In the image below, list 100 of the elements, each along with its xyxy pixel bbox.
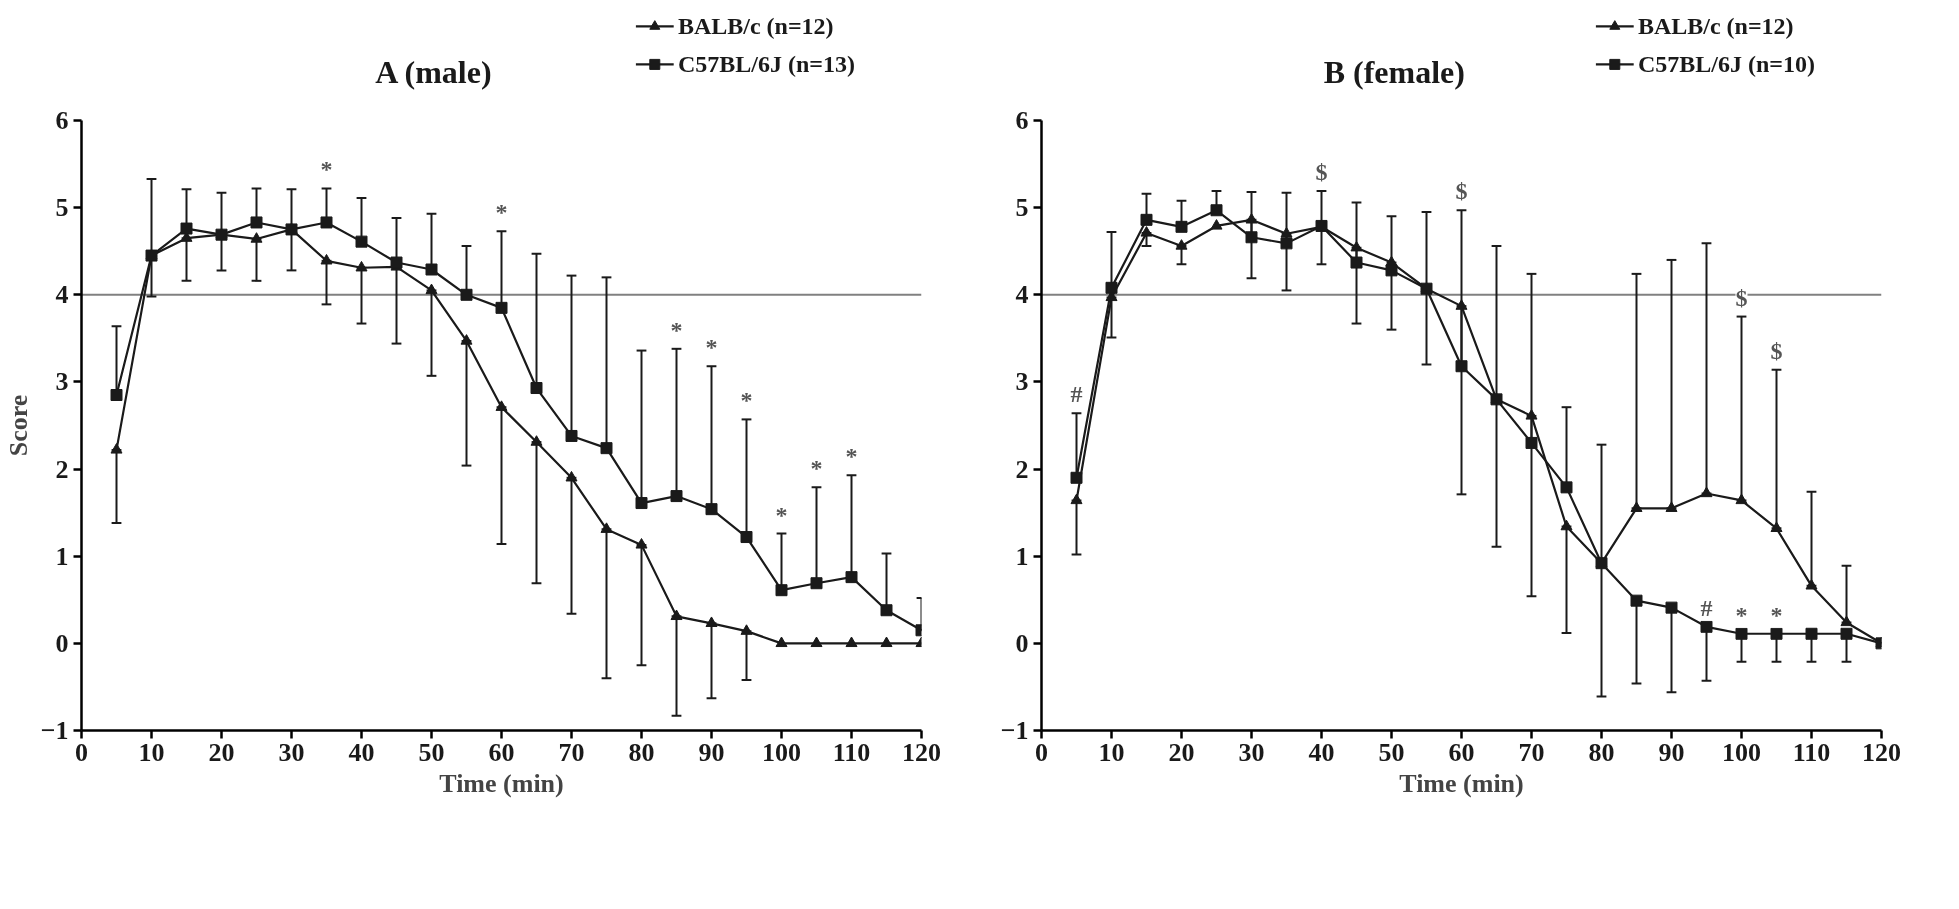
point	[1840, 615, 1853, 627]
x-tick-label: 120	[902, 737, 941, 767]
point	[775, 636, 788, 648]
point	[390, 256, 403, 269]
point	[495, 400, 508, 411]
point	[1385, 264, 1398, 277]
annotation: #	[1700, 594, 1713, 621]
y-tick-label: 0	[55, 628, 69, 658]
point	[425, 263, 438, 276]
point	[565, 429, 578, 442]
x-tick-label: 90	[1658, 737, 1685, 767]
chart-title: A (male)	[375, 54, 492, 90]
point	[565, 470, 578, 482]
point	[495, 301, 508, 314]
x-tick-label: 60	[488, 737, 515, 767]
point	[600, 522, 613, 533]
point	[600, 442, 613, 455]
y-tick-label: 4	[1015, 280, 1029, 310]
point	[1700, 486, 1713, 498]
point	[740, 624, 753, 635]
point	[1070, 471, 1083, 484]
point	[250, 232, 263, 243]
y-tick-label: 3	[1015, 367, 1029, 397]
x-axis-title: Time (min)	[1399, 768, 1524, 798]
point	[1105, 281, 1118, 294]
annotation: $	[1770, 337, 1783, 364]
point	[285, 223, 298, 236]
x-tick-label: 100	[1722, 737, 1761, 767]
point	[1455, 360, 1468, 373]
x-tick-label: 0	[75, 737, 88, 767]
y-tick-label: 5	[1015, 193, 1029, 223]
point	[355, 235, 368, 248]
y-tick-label: 2	[55, 454, 69, 484]
x-tick-label: 100	[762, 737, 801, 767]
annotation: *	[845, 443, 858, 470]
point	[1595, 557, 1608, 570]
point	[705, 616, 718, 627]
annotation: *	[1770, 601, 1783, 628]
point	[320, 216, 333, 229]
point	[355, 260, 368, 272]
point	[1735, 493, 1748, 505]
x-tick-label: 40	[1308, 737, 1335, 767]
annotation: *	[670, 316, 683, 343]
point	[460, 288, 473, 301]
legend-label: BALB/c (n=12)	[1637, 13, 1794, 40]
x-tick-label: 90	[698, 737, 725, 767]
x-tick-label: 80	[1588, 737, 1615, 767]
y-tick-label: −1	[40, 716, 69, 745]
point	[1315, 219, 1328, 232]
point	[1070, 493, 1083, 505]
x-tick-label: 50	[418, 737, 445, 767]
point	[635, 497, 648, 510]
point	[1735, 627, 1748, 640]
point	[1210, 219, 1223, 230]
x-tick-label: 40	[348, 737, 375, 767]
point	[1630, 501, 1643, 512]
point	[1420, 282, 1433, 295]
point	[775, 584, 788, 597]
chart-title: B (female)	[1323, 54, 1465, 90]
point	[810, 577, 823, 590]
annotation: $	[1735, 284, 1748, 311]
y-tick-label: 1	[1015, 541, 1029, 571]
legend-label: C57BL/6J (n=10)	[1637, 51, 1815, 78]
point	[530, 382, 543, 395]
y-tick-label: 6	[55, 106, 69, 135]
x-tick-label: 30	[1238, 737, 1265, 767]
point	[1665, 601, 1678, 614]
x-tick-label: 20	[208, 737, 235, 767]
point	[1770, 521, 1783, 532]
point	[1140, 213, 1153, 226]
x-tick-label: 80	[628, 737, 655, 767]
y-tick-label: 4	[55, 280, 69, 310]
annotation: #	[1070, 381, 1083, 408]
y-tick-label: 6	[1015, 106, 1029, 135]
point	[145, 249, 158, 262]
point	[635, 538, 648, 549]
annotation: *	[705, 334, 718, 361]
point	[705, 503, 718, 516]
legend-label: BALB/c (n=12)	[677, 13, 834, 40]
x-tick-label: 70	[558, 737, 585, 767]
point	[1525, 436, 1538, 449]
point	[845, 571, 858, 584]
point	[460, 334, 473, 345]
y-tick-label: −1	[1000, 716, 1029, 745]
annotation: $	[1455, 178, 1468, 205]
point	[740, 531, 753, 544]
point	[1175, 239, 1188, 250]
point	[1245, 231, 1258, 244]
point	[1560, 519, 1573, 531]
x-axis-title: Time (min)	[439, 768, 564, 798]
y-tick-label: 2	[1015, 454, 1029, 484]
y-tick-label: 1	[55, 541, 69, 571]
legend-label: C57BL/6J (n=13)	[677, 51, 855, 78]
point	[1210, 204, 1223, 217]
x-tick-label: 70	[1518, 737, 1545, 767]
annotation: *	[495, 199, 508, 226]
x-tick-label: 10	[138, 737, 165, 767]
point	[1700, 620, 1713, 633]
annotation: *	[810, 455, 823, 482]
y-tick-label: 3	[55, 367, 69, 397]
